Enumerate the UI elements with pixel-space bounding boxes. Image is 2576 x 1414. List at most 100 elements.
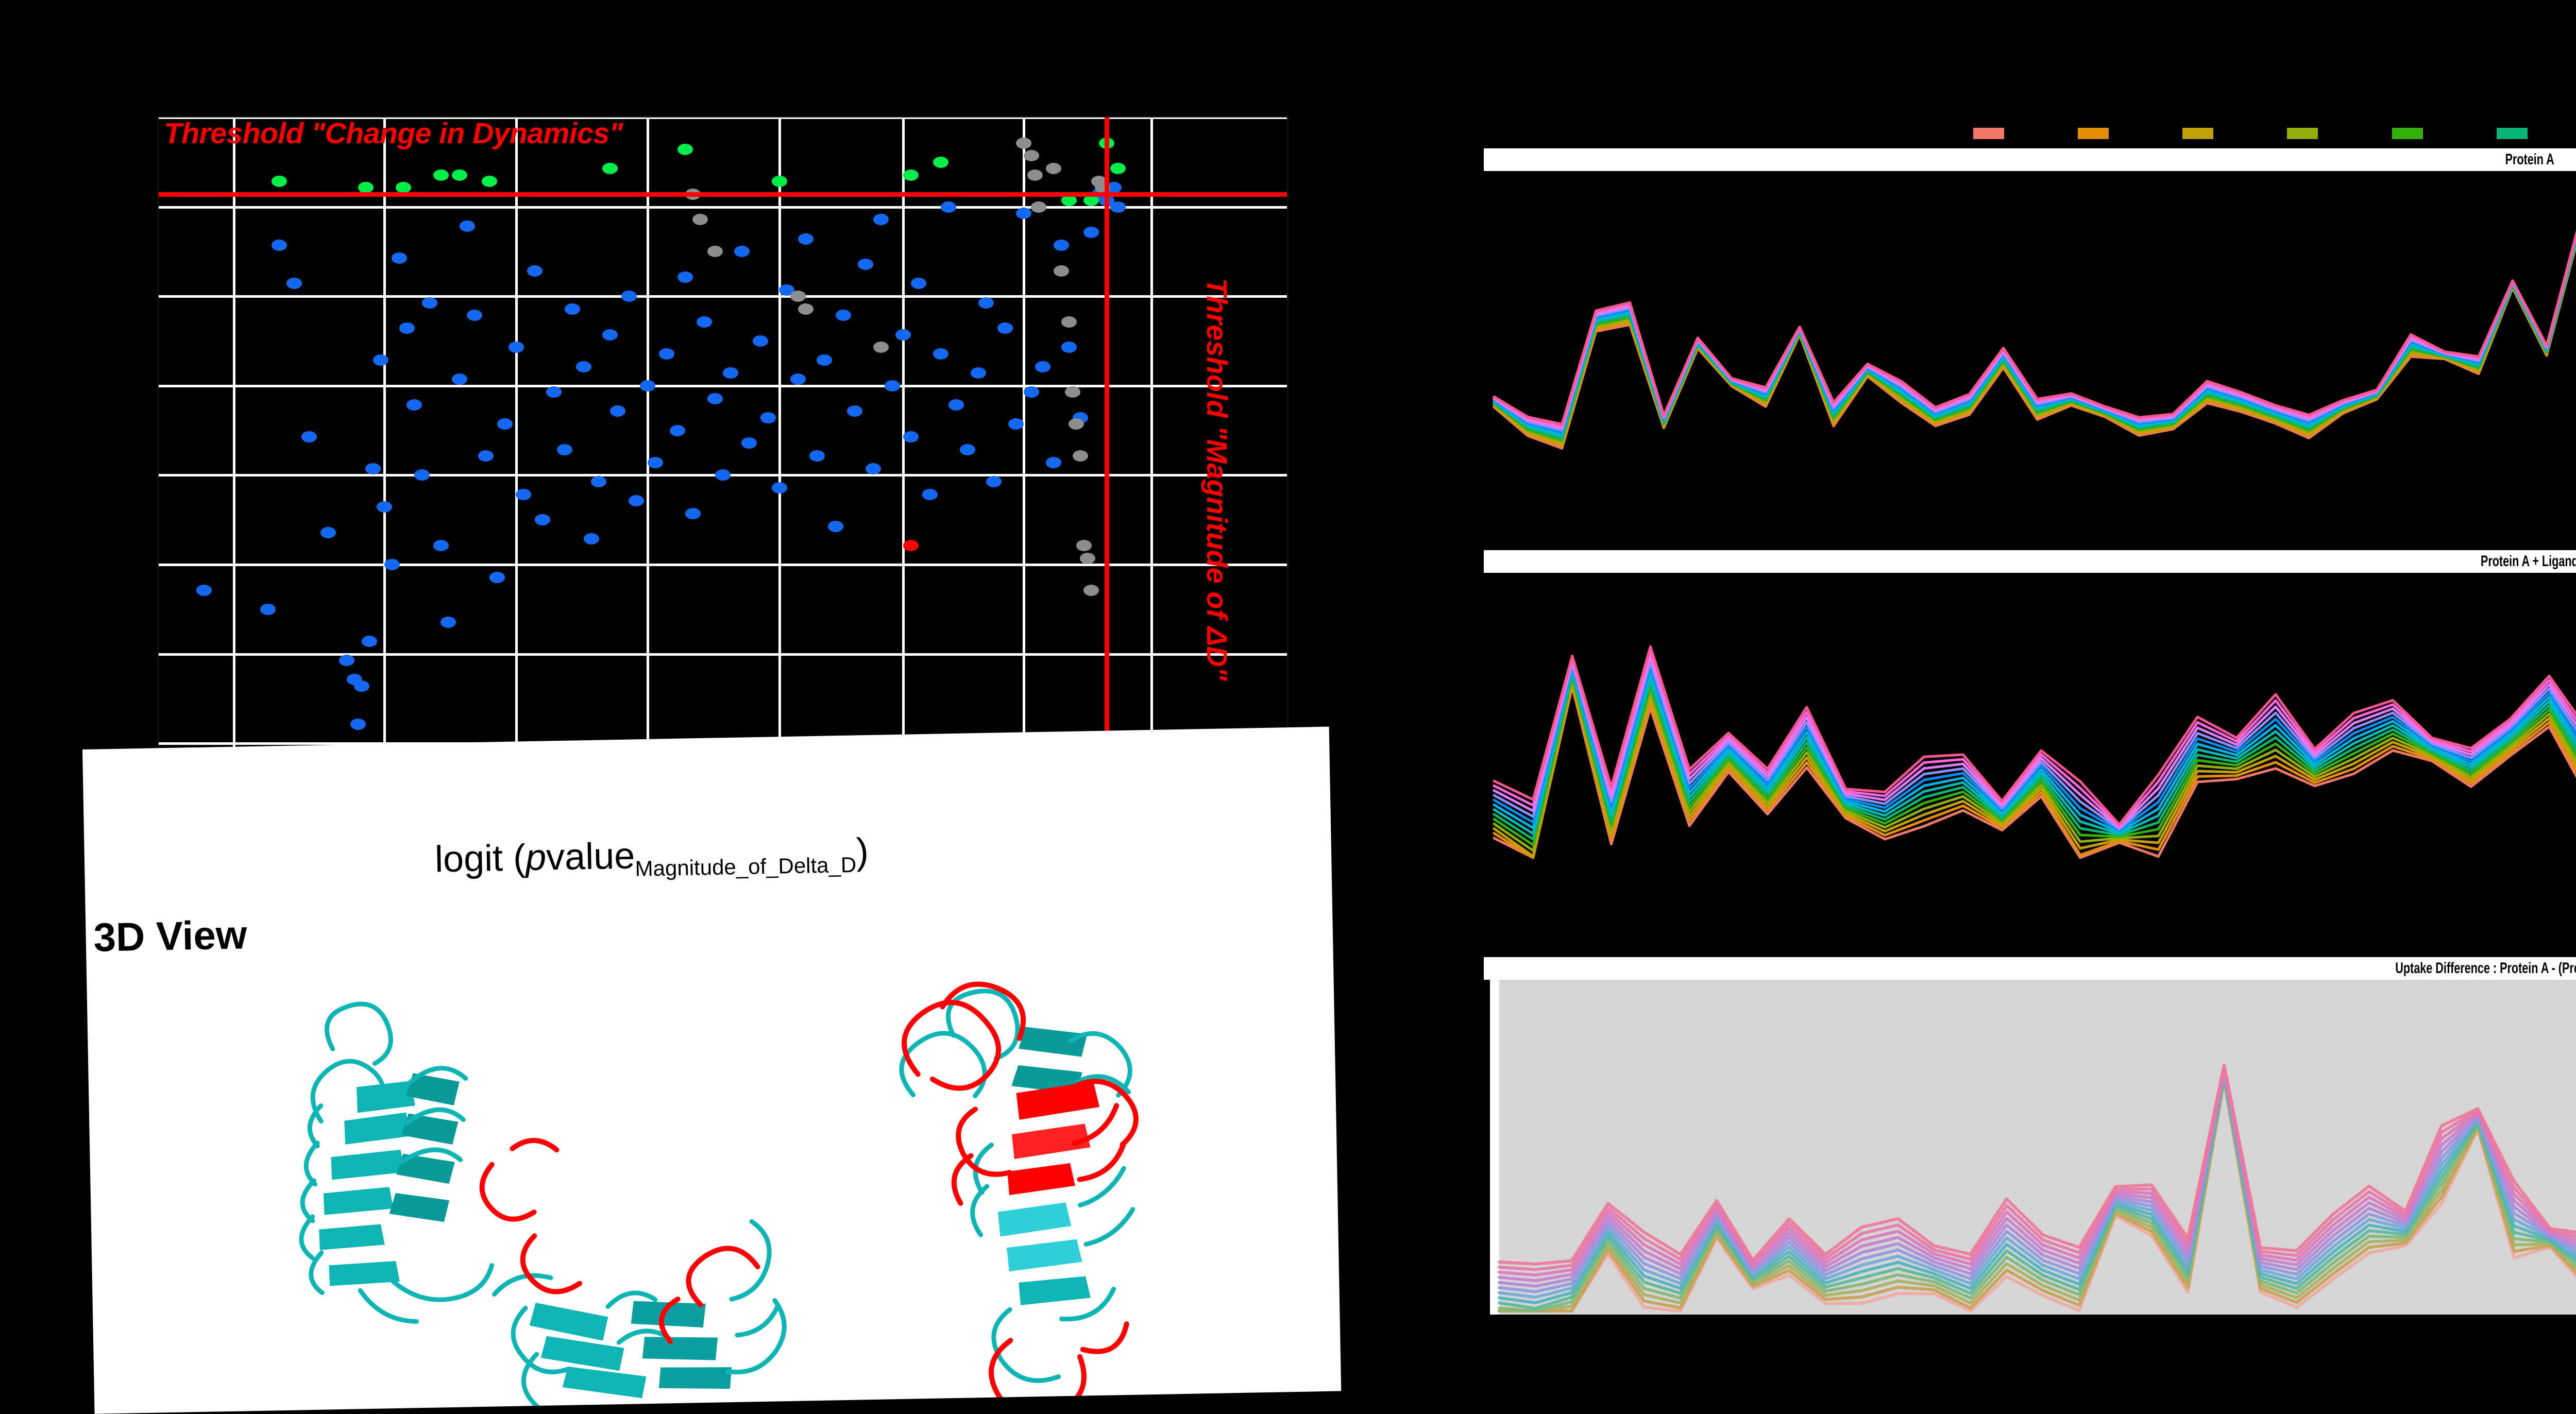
volcano-data-point[interactable] bbox=[779, 284, 795, 296]
3d-view-card[interactable]: logit (pvalueMagnitude_of_Delta_D) 3D Vi… bbox=[82, 726, 1342, 1414]
volcano-data-point[interactable] bbox=[903, 431, 919, 442]
volcano-data-point[interactable] bbox=[433, 539, 449, 551]
volcano-data-point[interactable] bbox=[271, 240, 287, 251]
volcano-data-point[interactable] bbox=[884, 380, 900, 391]
volcano-data-point[interactable] bbox=[933, 348, 949, 360]
volcano-data-point[interactable] bbox=[354, 680, 370, 692]
volcano-data-point[interactable] bbox=[320, 527, 336, 538]
volcano-data-point[interactable] bbox=[692, 214, 708, 226]
volcano-data-point[interactable] bbox=[575, 361, 591, 372]
volcano-data-point[interactable] bbox=[1083, 195, 1099, 207]
volcano-data-point[interactable] bbox=[602, 329, 618, 340]
volcano-data-point[interactable] bbox=[858, 259, 874, 270]
volcano-data-point[interactable] bbox=[978, 297, 994, 309]
volcano-data-point[interactable] bbox=[997, 322, 1013, 334]
uptake-line-chart-protein-a-ligand[interactable] bbox=[1484, 571, 2576, 919]
volcano-data-point[interactable] bbox=[734, 246, 750, 258]
volcano-data-point[interactable] bbox=[873, 214, 889, 226]
volcano-data-point[interactable] bbox=[1016, 137, 1031, 149]
volcano-data-point[interactable] bbox=[1083, 227, 1099, 238]
volcano-data-point[interactable] bbox=[941, 201, 956, 213]
volcano-data-point[interactable] bbox=[482, 176, 498, 187]
volcano-data-point[interactable] bbox=[828, 520, 843, 532]
volcano-data-point[interactable] bbox=[440, 616, 456, 628]
volcano-data-point[interactable] bbox=[399, 322, 415, 334]
volcano-data-point[interactable] bbox=[534, 514, 550, 526]
protein-ribbon-structure[interactable] bbox=[199, 934, 1238, 1414]
volcano-data-point[interactable] bbox=[1106, 182, 1122, 194]
volcano-data-point[interactable] bbox=[384, 559, 400, 570]
volcano-data-point[interactable] bbox=[196, 584, 212, 596]
volcano-data-point[interactable] bbox=[1064, 386, 1080, 398]
volcano-data-point[interactable] bbox=[866, 463, 881, 474]
volcano-data-point[interactable] bbox=[933, 156, 949, 168]
volcano-data-point[interactable] bbox=[707, 393, 723, 404]
legend-swatch[interactable] bbox=[2392, 128, 2423, 139]
volcano-data-point[interactable] bbox=[677, 144, 693, 155]
volcano-data-point[interactable] bbox=[1031, 201, 1047, 213]
volcano-data-point[interactable] bbox=[1061, 342, 1077, 353]
volcano-data-point[interactable] bbox=[365, 463, 381, 474]
volcano-data-point[interactable] bbox=[377, 501, 392, 513]
legend-swatch[interactable] bbox=[2497, 128, 2528, 139]
volcano-data-point[interactable] bbox=[809, 450, 825, 462]
volcano-data-point[interactable] bbox=[433, 169, 449, 181]
volcano-data-point[interactable] bbox=[497, 418, 513, 430]
volcano-data-point[interactable] bbox=[696, 316, 712, 328]
volcano-data-point[interactable] bbox=[846, 405, 862, 417]
volcano-data-point[interactable] bbox=[986, 475, 1002, 487]
volcano-data-point[interactable] bbox=[910, 278, 926, 289]
legend-swatch[interactable] bbox=[1973, 128, 2004, 139]
volcano-data-point[interactable] bbox=[527, 265, 543, 277]
volcano-data-point[interactable] bbox=[1110, 201, 1126, 213]
volcano-data-point[interactable] bbox=[452, 373, 467, 385]
volcano-data-point[interactable] bbox=[959, 444, 975, 455]
volcano-data-point[interactable] bbox=[1061, 195, 1077, 207]
volcano-data-point[interactable] bbox=[414, 469, 430, 481]
volcano-data-point[interactable] bbox=[798, 303, 814, 315]
volcano-data-point[interactable] bbox=[670, 424, 686, 436]
volcano-data-point[interactable] bbox=[516, 488, 532, 500]
volcano-data-point[interactable] bbox=[1076, 539, 1092, 551]
volcano-data-point[interactable] bbox=[790, 373, 806, 385]
volcano-data-point[interactable] bbox=[358, 182, 374, 194]
volcano-data-point[interactable] bbox=[557, 444, 573, 455]
volcano-data-point[interactable] bbox=[658, 348, 674, 360]
volcano-data-point[interactable] bbox=[1080, 552, 1096, 564]
volcano-data-point[interactable] bbox=[835, 310, 851, 321]
volcano-data-point[interactable] bbox=[1023, 386, 1039, 398]
volcano-data-point[interactable] bbox=[677, 271, 693, 283]
volcano-data-point[interactable] bbox=[1046, 163, 1062, 175]
volcano-data-point[interactable] bbox=[392, 252, 408, 264]
uptake-panel-protein-a-ligand[interactable]: Protein A + Ligand bbox=[1484, 549, 2576, 919]
volcano-data-point[interactable] bbox=[478, 450, 494, 462]
volcano-data-point[interactable] bbox=[286, 278, 302, 289]
volcano-data-point[interactable] bbox=[895, 329, 911, 340]
volcano-data-point[interactable] bbox=[715, 469, 731, 481]
volcano-data-point[interactable] bbox=[372, 354, 388, 366]
volcano-data-point[interactable] bbox=[406, 399, 422, 411]
volcano-data-point[interactable] bbox=[971, 367, 987, 379]
volcano-data-point[interactable] bbox=[722, 367, 738, 379]
volcano-data-point[interactable] bbox=[1016, 208, 1031, 219]
volcano-data-point[interactable] bbox=[903, 539, 919, 551]
volcano-data-point[interactable] bbox=[771, 176, 787, 187]
uptake-line-chart-protein-a[interactable] bbox=[1484, 169, 2576, 518]
volcano-data-point[interactable] bbox=[948, 399, 964, 411]
legend-swatch[interactable] bbox=[2078, 128, 2109, 139]
volcano-data-point[interactable] bbox=[685, 507, 701, 519]
volcano-data-point[interactable] bbox=[1023, 150, 1039, 162]
volcano-data-point[interactable] bbox=[1069, 418, 1084, 430]
uptake-panel-protein-a[interactable]: Protein A bbox=[1484, 147, 2576, 518]
volcano-data-point[interactable] bbox=[1027, 169, 1043, 181]
volcano-data-point[interactable] bbox=[361, 635, 377, 647]
volcano-data-point[interactable] bbox=[609, 405, 625, 417]
uptake-panel-uptake-difference[interactable]: Uptake Difference : Protein A - (Protein… bbox=[1484, 956, 2576, 1342]
volcano-data-point[interactable] bbox=[903, 169, 919, 181]
volcano-data-point[interactable] bbox=[467, 310, 483, 321]
volcano-plot-area[interactable] bbox=[157, 116, 1289, 758]
volcano-data-point[interactable] bbox=[621, 291, 637, 302]
charge-state-legend[interactable] bbox=[1973, 128, 2576, 148]
volcano-data-point[interactable] bbox=[602, 163, 618, 175]
volcano-data-point[interactable] bbox=[1083, 584, 1099, 596]
